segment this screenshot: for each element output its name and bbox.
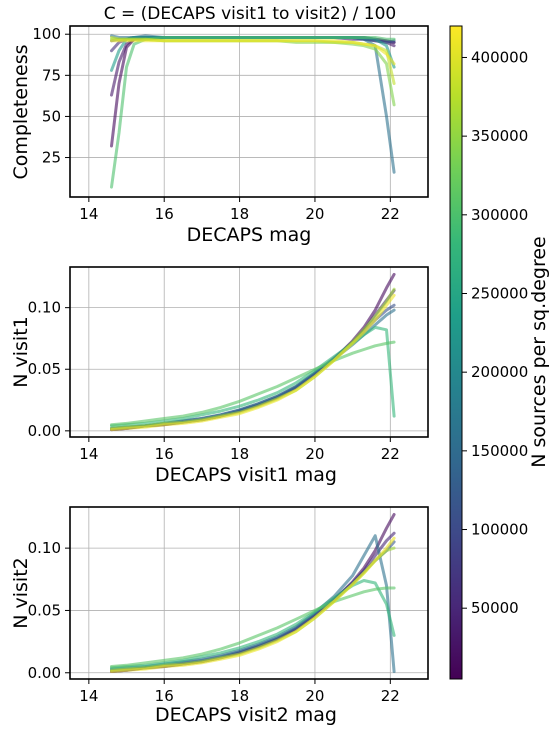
colorbar-tick-label: 300000 bbox=[471, 206, 528, 224]
y-tick-label: 0.00 bbox=[28, 422, 61, 440]
panel-2-ticks: 14 16 18 20 22 0.00 0.05 0.10 bbox=[28, 299, 400, 463]
y-tick-label: 25 bbox=[42, 149, 61, 167]
series-line bbox=[110, 36, 396, 189]
series-line bbox=[110, 340, 396, 427]
x-tick-label: 20 bbox=[305, 445, 324, 463]
panel-2-ylabel: N visit1 bbox=[10, 316, 32, 388]
x-tick-label: 14 bbox=[79, 205, 98, 223]
series-line bbox=[110, 36, 396, 97]
x-tick-label: 22 bbox=[381, 445, 400, 463]
panel-2-series bbox=[110, 272, 396, 432]
colorbar-gradient bbox=[449, 25, 463, 680]
colorbar-ticks: 50000 100000 150000 200000 250000 300000 35000… bbox=[462, 48, 528, 617]
series-line bbox=[110, 34, 396, 174]
panel-3-xlabel: DECAPS visit2 mag bbox=[155, 704, 337, 726]
x-tick-label: 14 bbox=[79, 687, 98, 705]
n-visit1-panel: 14 16 18 20 22 0.00 0.05 0.10 DECAPS visit1 mag… bbox=[10, 266, 429, 486]
panel-3-series bbox=[110, 513, 396, 673]
colorbar-tick-label: 50000 bbox=[471, 599, 519, 617]
colorbar-tick-label: 150000 bbox=[471, 442, 528, 460]
panel-2-grid bbox=[70, 267, 428, 437]
series-line bbox=[110, 536, 396, 673]
completeness-panel: C = (DECAPS visit1 to visit2) / 100 14 16… bbox=[10, 4, 429, 246]
x-tick-label: 16 bbox=[155, 687, 174, 705]
panel-3-ylabel: N visit2 bbox=[10, 557, 32, 629]
y-tick-label: 0.05 bbox=[28, 360, 61, 378]
x-tick-label: 16 bbox=[155, 445, 174, 463]
x-tick-label: 20 bbox=[305, 687, 324, 705]
series-line bbox=[110, 586, 396, 668]
x-tick-label: 20 bbox=[305, 205, 324, 223]
panel-3-ticks: 14 16 18 20 22 0.00 0.05 0.10 bbox=[28, 539, 400, 705]
panel-1-series bbox=[110, 34, 396, 189]
x-tick-label: 22 bbox=[381, 687, 400, 705]
colorbar-label: N sources per sq.degree bbox=[528, 236, 550, 467]
y-tick-label: 0.05 bbox=[28, 601, 61, 619]
x-tick-label: 14 bbox=[79, 445, 98, 463]
x-tick-label: 22 bbox=[381, 205, 400, 223]
panel-1-frame bbox=[69, 25, 429, 198]
colorbar-tick-label: 250000 bbox=[471, 284, 528, 302]
y-tick-label: 75 bbox=[42, 66, 61, 84]
colorbar: 50000 100000 150000 200000 250000 300000 35000… bbox=[449, 25, 550, 680]
panel-2-xlabel: DECAPS visit1 mag bbox=[155, 464, 337, 486]
colorbar-tick-label: 350000 bbox=[471, 127, 528, 145]
colorbar-tick-label: 200000 bbox=[471, 363, 528, 381]
colorbar-tick-label: 100000 bbox=[471, 521, 528, 539]
colorbar-tick-label: 400000 bbox=[471, 48, 528, 66]
x-tick-label: 18 bbox=[230, 687, 249, 705]
panel-2-frame bbox=[69, 266, 429, 438]
y-tick-label: 50 bbox=[42, 107, 61, 125]
panel-1-xlabel: DECAPS mag bbox=[187, 224, 312, 246]
panel-1-title: C = (DECAPS visit1 to visit2) / 100 bbox=[104, 4, 397, 24]
series-line bbox=[110, 287, 396, 430]
series-line bbox=[110, 37, 396, 107]
series-line bbox=[110, 36, 396, 148]
series-line bbox=[110, 293, 396, 432]
series-line bbox=[110, 579, 396, 670]
x-tick-label: 16 bbox=[155, 205, 174, 223]
panel-1-ticks: 14 16 18 20 22 25 50 75 100 bbox=[32, 25, 400, 223]
x-tick-label: 18 bbox=[230, 205, 249, 223]
series-line bbox=[110, 325, 396, 428]
y-tick-label: 100 bbox=[32, 25, 61, 43]
n-visit2-panel: 14 16 18 20 22 0.00 0.05 0.10 DECAPS visit2 mag… bbox=[10, 506, 429, 726]
panel-3-frame bbox=[69, 506, 429, 680]
panel-1-grid bbox=[70, 26, 428, 197]
series-line bbox=[110, 39, 396, 66]
y-tick-label: 0.00 bbox=[28, 664, 61, 682]
y-tick-label: 0.10 bbox=[28, 539, 61, 557]
x-tick-label: 18 bbox=[230, 445, 249, 463]
y-tick-label: 0.10 bbox=[28, 299, 61, 317]
panel-1-ylabel: Completeness bbox=[10, 44, 32, 179]
